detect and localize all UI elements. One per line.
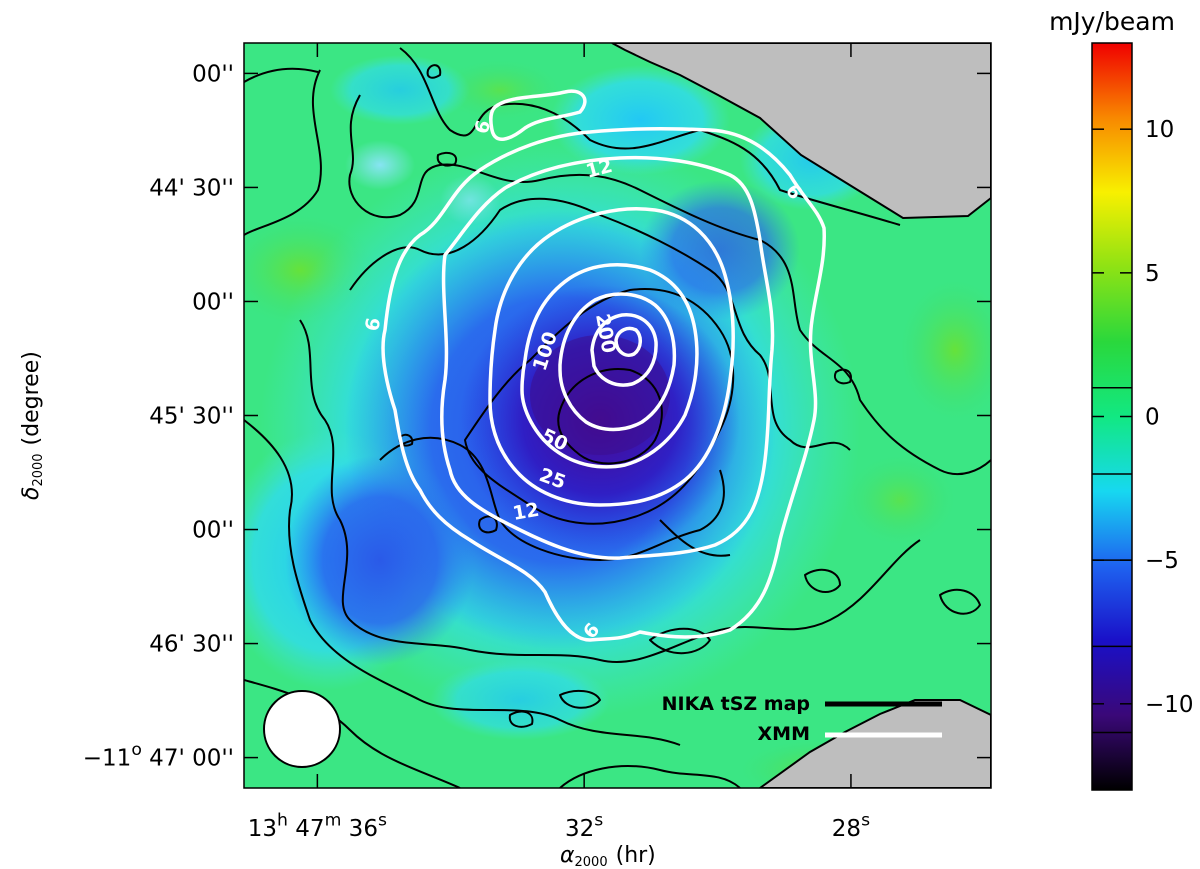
xmm-contours xyxy=(381,89,827,642)
x-axis-subscript: 2000 xyxy=(575,855,608,869)
colorbar-tick-label: −5 xyxy=(1145,548,1179,574)
nika-contour xyxy=(399,47,901,226)
nika-contour xyxy=(299,319,921,663)
nika-contour xyxy=(244,69,322,236)
colorbar: 10 5 0 −5 −10 mJy/beam xyxy=(1049,7,1194,791)
x-tick-label: 32s xyxy=(565,811,603,842)
cyan-region xyxy=(550,65,730,175)
nika-contour xyxy=(426,64,442,79)
legend-label-xmm: XMM xyxy=(758,723,810,745)
xmm-contour-6 xyxy=(489,89,587,141)
nika-contour xyxy=(834,368,852,385)
y-tick-label: 46' 30'' xyxy=(149,632,234,658)
nika-contour xyxy=(559,689,601,709)
masked-region-top-right xyxy=(611,43,991,220)
y-axis-symbol: δ xyxy=(19,487,44,500)
nika-contour xyxy=(244,419,681,746)
light-patch xyxy=(345,140,415,190)
masked-region-bottom-right xyxy=(758,699,991,788)
green-patch xyxy=(845,455,955,545)
nika-contour xyxy=(348,94,991,476)
y-axis-title: δ2000 (degree) xyxy=(19,351,46,500)
y-tick-label: 45' 30'' xyxy=(149,404,234,430)
nika-contour xyxy=(659,519,731,557)
axis-ticks xyxy=(244,43,991,788)
sky-map: 6 12 6 6 100 200 50 25 12 6 NIKA tSZ map… xyxy=(244,43,991,788)
y-axis-unit: (degree) xyxy=(19,351,44,445)
nika-contour xyxy=(557,368,663,465)
blue-region xyxy=(640,180,800,320)
y-tick-label: 00'' xyxy=(192,61,234,87)
nika-contour xyxy=(379,436,725,561)
nika-contours xyxy=(244,47,991,788)
y-tick-label: 44' 30'' xyxy=(149,175,234,201)
colorbar-tick-label: 10 xyxy=(1145,117,1174,143)
nika-contour xyxy=(804,568,841,594)
nika-contour xyxy=(436,151,458,167)
cyan-region xyxy=(330,55,470,125)
nika-contour xyxy=(559,765,741,788)
legend-label-nika: NIKA tSZ map xyxy=(662,693,810,715)
green-patch xyxy=(900,280,991,420)
contour-label-6: 6 xyxy=(361,316,385,333)
x-axis-title: α2000 (hr) xyxy=(560,843,656,869)
x-tick-labels: 13h 47m 36s 32s 28s xyxy=(248,811,870,842)
x-axis-symbol: α xyxy=(560,843,575,868)
y-tick-label: −11o 47' 00'' xyxy=(83,740,234,771)
xmm-contour-peak xyxy=(614,326,642,357)
nika-contour xyxy=(649,627,711,655)
light-patch xyxy=(440,175,500,225)
nika-contour xyxy=(939,588,981,615)
colorbar-ticks: 10 5 0 −5 −10 xyxy=(1092,117,1194,718)
contour-label-6: 6 xyxy=(471,118,496,136)
nika-contour xyxy=(508,710,534,728)
nika-contour xyxy=(464,288,735,525)
xmm-contour-labels: 6 12 6 6 100 200 50 25 12 6 xyxy=(361,118,806,643)
colorbar-tick-label: 0 xyxy=(1145,405,1160,431)
cyan-region xyxy=(430,660,610,740)
xmm-contour-50 xyxy=(520,263,699,469)
blue-region xyxy=(285,455,475,665)
xmm-contour-100 xyxy=(558,292,677,432)
xmm-contour-6 xyxy=(381,126,827,642)
xmm-contour-25 xyxy=(488,206,735,507)
y-tick-labels: 00'' 44' 30'' 00'' 45' 30'' 00'' 46' 30'' −11o… xyxy=(83,61,234,771)
nika-contour xyxy=(244,679,461,788)
y-tick-label: 00'' xyxy=(192,518,234,544)
y-tick-label: 00'' xyxy=(192,289,234,315)
xmm-contour-12 xyxy=(439,155,775,560)
contour-label-12: 12 xyxy=(511,499,541,525)
legend: NIKA tSZ map XMM xyxy=(662,693,942,745)
x-tick-label: 13h 47m 36s xyxy=(248,811,387,842)
y-axis-subscript: 2000 xyxy=(31,453,46,486)
colorbar-tick-label: −10 xyxy=(1145,692,1194,718)
xmm-contour-200 xyxy=(590,313,658,387)
x-axis-unit: (hr) xyxy=(616,843,656,868)
colorbar-unit: mJy/beam xyxy=(1049,7,1175,36)
nika-contour xyxy=(244,67,319,83)
nika-contour xyxy=(349,197,851,451)
beam-circle xyxy=(263,690,341,768)
x-tick-label: 28s xyxy=(832,811,870,842)
nika-contour xyxy=(478,515,498,534)
colorbar-tick-label: 5 xyxy=(1145,261,1160,287)
